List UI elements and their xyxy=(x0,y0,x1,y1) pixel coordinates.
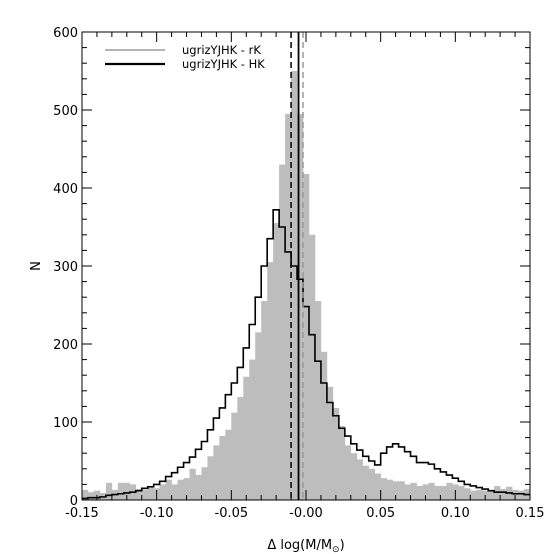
y-tick-label: 0 xyxy=(70,494,78,509)
bar-rK xyxy=(308,234,316,501)
bar-rK xyxy=(374,473,381,500)
x-tick-labels: -0.15 -0.10 -0.05 -0.00 0.05 0.10 0.15 xyxy=(65,506,544,521)
x-tick-label: 0.10 xyxy=(441,506,470,521)
x-tick-label: -0.00 xyxy=(289,506,323,521)
bar-rK xyxy=(410,482,417,500)
bar-rK xyxy=(291,71,298,500)
bar-rK xyxy=(105,482,113,500)
bar-rK xyxy=(249,359,256,500)
legend-label: ugrizYJHK - HK xyxy=(182,57,265,71)
bar-rK xyxy=(141,489,148,500)
bar-rK xyxy=(344,445,352,500)
x-axis-title-sub: ⊙ xyxy=(332,545,340,554)
bar-rK xyxy=(147,486,154,500)
bar-rK xyxy=(171,484,178,500)
x-tick-label: 0.15 xyxy=(516,506,545,521)
x-tick-label: 0.05 xyxy=(366,506,395,521)
bar-rK xyxy=(362,465,370,500)
x-axis-title-close: ) xyxy=(340,538,345,553)
bar-rK xyxy=(117,482,125,500)
bar-rK xyxy=(488,489,495,500)
bar-rK xyxy=(201,467,208,500)
bar-rK xyxy=(82,489,89,500)
y-axis-title: N xyxy=(29,261,44,271)
bar-rK xyxy=(392,481,399,500)
y-tick-label: 600 xyxy=(53,26,78,41)
x-axis-title: Δ log(M/M⊙) xyxy=(267,538,344,554)
bar-rK xyxy=(267,262,274,500)
axis-ticks xyxy=(81,31,531,501)
bar-rK xyxy=(338,425,346,500)
bar-rK xyxy=(177,479,184,500)
bar-rK xyxy=(470,490,477,500)
bar-rK xyxy=(285,113,292,501)
bar-rK xyxy=(416,485,423,500)
y-tick-label: 200 xyxy=(53,338,78,353)
y-tick-label: 100 xyxy=(53,416,78,431)
bar-rK xyxy=(422,484,429,500)
y-tick-label: 400 xyxy=(53,182,78,197)
bar-rK xyxy=(518,490,525,500)
reference-lines xyxy=(290,32,304,500)
bar-rK xyxy=(213,445,220,500)
bar-rK xyxy=(207,456,214,500)
bar-rK xyxy=(189,468,196,500)
y-tick-labels: 0 100 200 300 400 500 600 xyxy=(53,26,78,509)
bar-rK xyxy=(398,481,405,500)
bar-rK xyxy=(123,482,131,500)
bar-rK xyxy=(320,351,328,500)
bar-rK xyxy=(458,485,465,500)
bar-rK xyxy=(183,478,190,500)
bar-rK xyxy=(237,397,244,500)
bar-rK xyxy=(255,332,262,500)
bar-rK xyxy=(356,459,364,500)
bar-rK xyxy=(279,164,286,500)
x-tick-label: -0.10 xyxy=(140,506,174,521)
bar-rK xyxy=(159,484,166,500)
bar-rK xyxy=(500,489,507,500)
filled-histogram-rK xyxy=(82,71,531,501)
bar-rK xyxy=(476,489,483,500)
bar-rK xyxy=(195,475,202,500)
bar-rK xyxy=(464,488,471,500)
bar-rK xyxy=(446,482,453,500)
bar-rK xyxy=(434,485,441,500)
y-tick-label: 500 xyxy=(53,104,78,119)
bar-rK xyxy=(87,492,95,500)
bar-rK xyxy=(512,489,519,500)
bar-rK xyxy=(386,479,393,500)
bar-rK xyxy=(380,478,387,500)
bar-rK xyxy=(231,412,238,500)
bar-rK xyxy=(165,479,172,500)
bar-rK xyxy=(261,301,268,500)
bar-rK xyxy=(332,407,340,500)
bar-rK xyxy=(404,484,411,500)
bar-rK xyxy=(135,489,143,500)
bar-rK xyxy=(350,453,358,500)
bar-rK xyxy=(297,113,304,501)
bar-rK xyxy=(326,386,334,500)
bar-rK xyxy=(303,173,310,500)
bar-rK xyxy=(314,301,322,500)
bar-rK xyxy=(440,485,447,500)
bar-rK xyxy=(225,429,232,500)
bar-rK xyxy=(243,376,250,500)
bar-rK xyxy=(219,436,226,500)
bar-rK xyxy=(368,468,375,500)
x-tick-label: -0.15 xyxy=(65,506,99,521)
bar-rK xyxy=(273,223,280,500)
x-tick-label: -0.05 xyxy=(215,506,249,521)
legend-label: ugrizYJHK - rK xyxy=(182,43,261,57)
y-tick-label: 300 xyxy=(53,260,78,275)
bar-rK xyxy=(428,482,435,500)
x-axis-title-main: Δ log(M/M xyxy=(267,538,332,553)
